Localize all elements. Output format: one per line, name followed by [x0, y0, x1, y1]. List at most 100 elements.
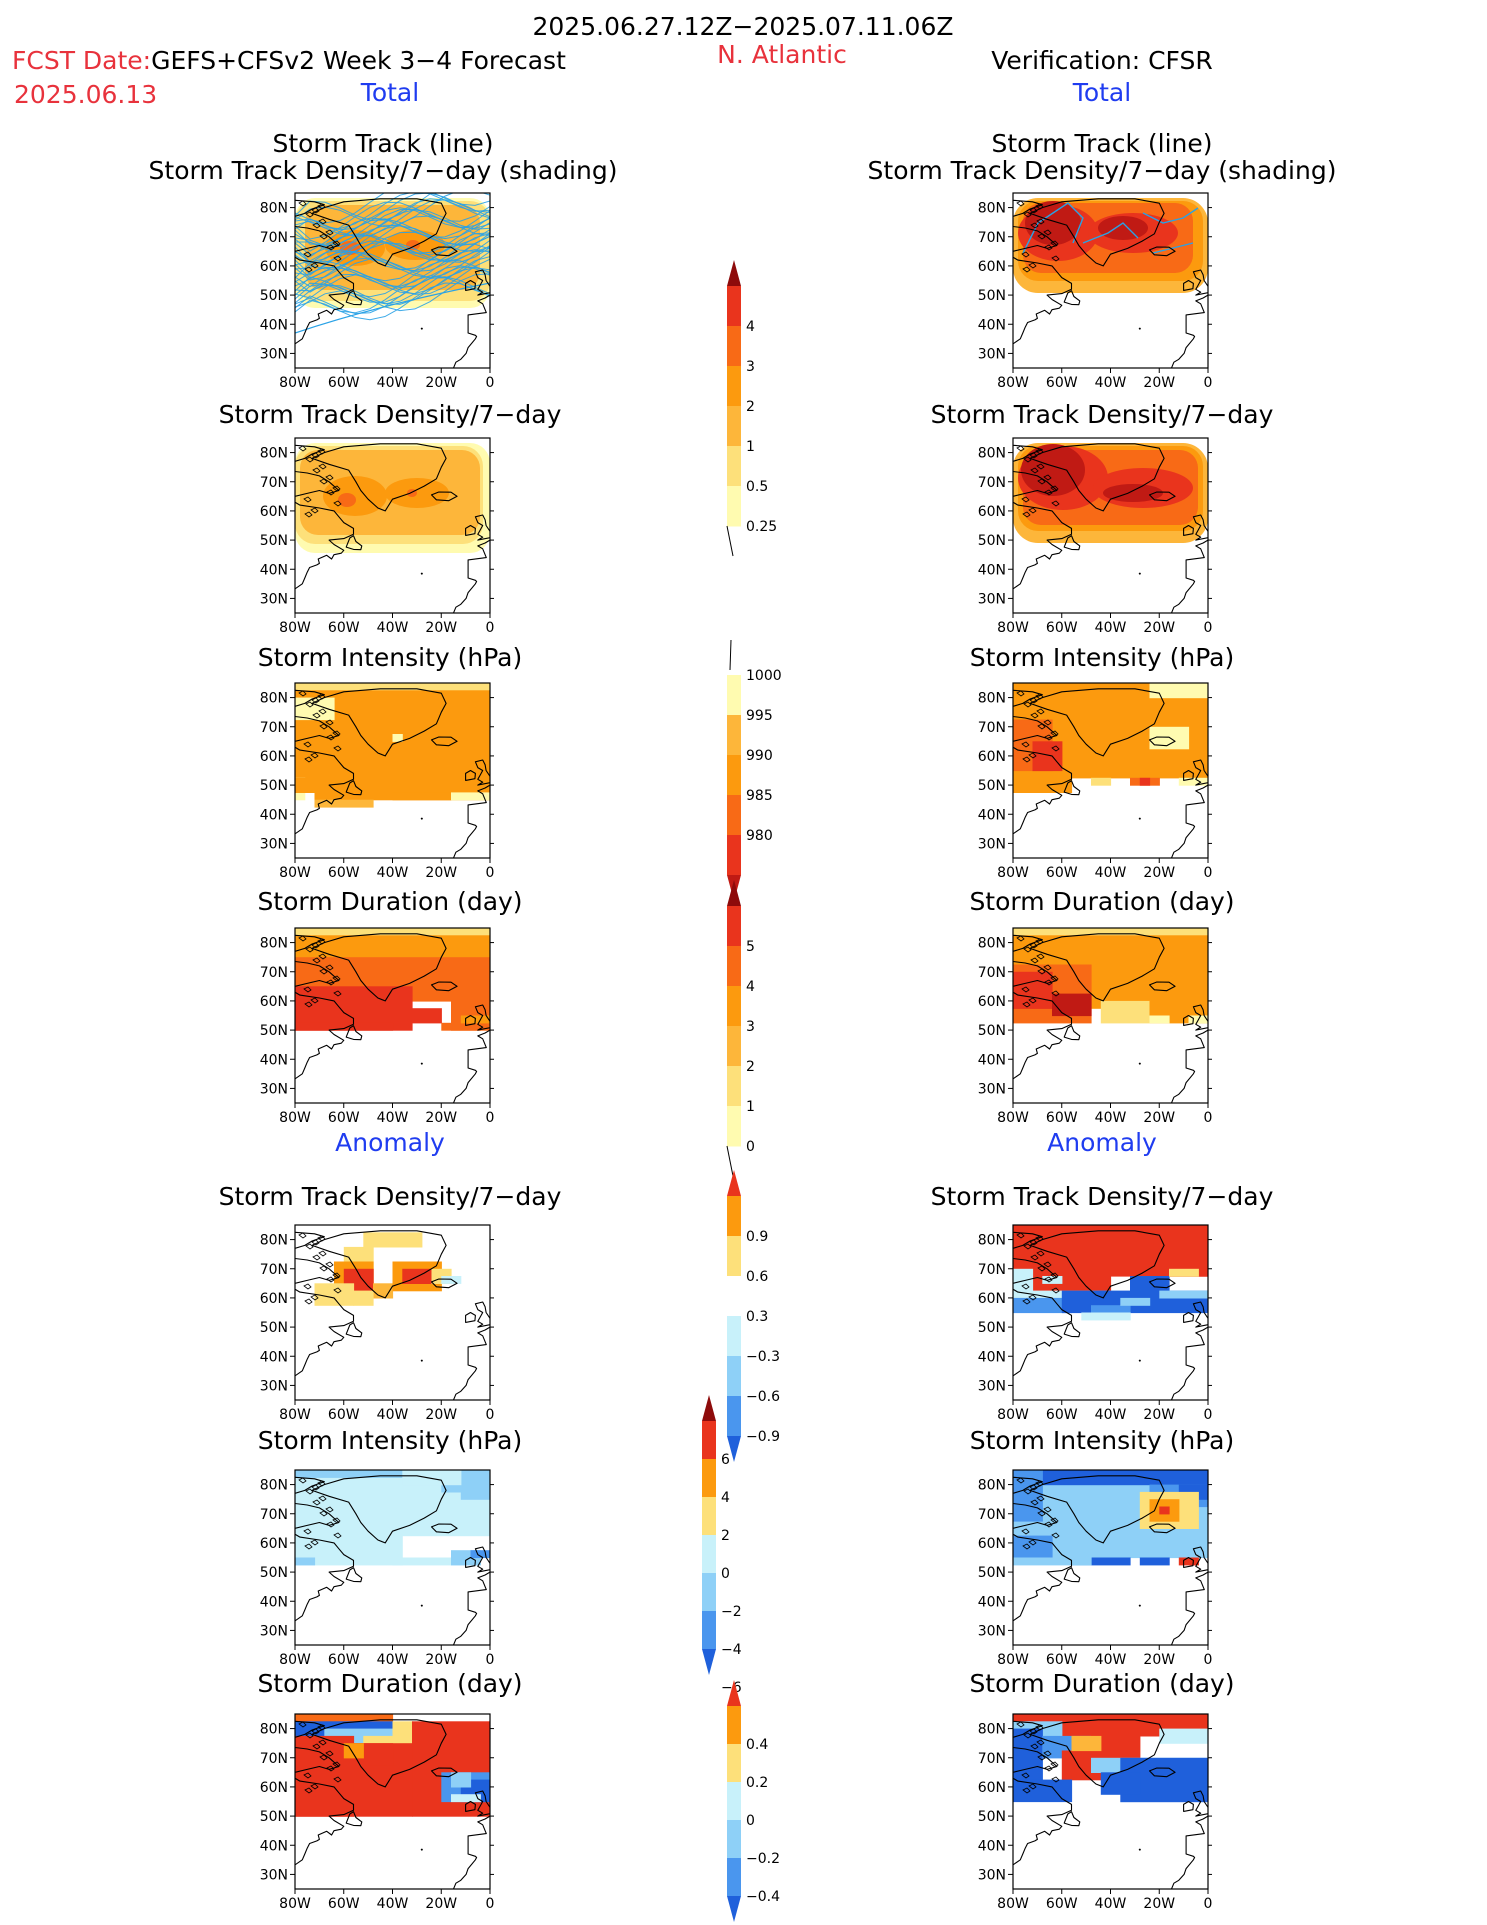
lat-tick-label: 30N	[260, 1867, 288, 1883]
verif-intensity-map: 80N 70N 60N 50N 40N 30N 80W 60W 40W 20W 0	[978, 682, 1212, 881]
lat-tick-label: 80N	[978, 691, 1006, 707]
lon-tick-label: 0	[486, 1896, 495, 1912]
lat-tick-label: 50N	[260, 1023, 288, 1039]
colorbar-label: 0.25	[746, 519, 777, 535]
forecast-header: FCST Date:GEFS+CFSv2 Week 3−4 Forecast	[12, 46, 566, 75]
lon-tick-label: 40W	[377, 620, 409, 636]
fcst-intensity-map: 80N 70N 60N 50N 40N 30N 80W 60W 40W 20W 0	[260, 682, 494, 881]
colorbar-label: 1	[746, 1099, 755, 1115]
lon-tick-label: 0	[486, 375, 495, 391]
lat-tick-label: 50N	[260, 533, 288, 549]
colorbar-label: 4	[746, 319, 755, 335]
lon-tick-label: 80W	[279, 1110, 311, 1126]
lon-tick-label: 40W	[1095, 1407, 1127, 1423]
lat-tick-label: 60N	[260, 994, 288, 1010]
lat-tick-label: 70N	[260, 230, 288, 246]
lat-tick-label: 40N	[978, 807, 1006, 823]
lon-tick-label: 40W	[377, 1407, 409, 1423]
lat-tick-label: 50N	[978, 1809, 1006, 1825]
lon-tick-label: 60W	[1046, 1896, 1078, 1912]
lon-tick-label: 40W	[1095, 375, 1127, 391]
fcst-anom-intensity-title: Storm Intensity (hPa)	[257, 1426, 523, 1455]
lon-tick-label: 40W	[1095, 1652, 1127, 1668]
fcst-intensity-title: Storm Intensity (hPa)	[257, 643, 523, 672]
lon-tick-label: 80W	[279, 1652, 311, 1668]
lat-tick-label: 60N	[978, 1291, 1006, 1307]
lat-tick-label: 70N	[260, 475, 288, 491]
colorbar-label: 0.3	[746, 1309, 768, 1325]
colorbar-label: 2	[746, 1059, 755, 1075]
lat-tick-label: 60N	[260, 1536, 288, 1552]
lon-tick-label: 40W	[1095, 620, 1127, 636]
colorbar-label: −0.3	[746, 1349, 780, 1365]
lon-tick-label: 40W	[377, 375, 409, 391]
forecast-total-label: Total	[360, 78, 420, 107]
lat-tick-label: 30N	[260, 1378, 288, 1394]
colorbar-label: 0	[721, 1566, 730, 1582]
lon-tick-label: 0	[486, 865, 495, 881]
lat-tick-label: 70N	[978, 965, 1006, 981]
lon-tick-label: 40W	[1095, 1110, 1127, 1126]
lon-tick-label: 20W	[1143, 1407, 1175, 1423]
lon-tick-label: 0	[1204, 1896, 1213, 1912]
lat-tick-label: 70N	[978, 1751, 1006, 1767]
fcst-track-line-title: Storm Track (line)	[272, 129, 494, 158]
lat-tick-label: 80N	[260, 1478, 288, 1494]
lat-tick-label: 50N	[978, 1023, 1006, 1039]
lon-tick-label: 40W	[377, 1110, 409, 1126]
lon-tick-label: 20W	[425, 865, 457, 881]
fcst-date: 2025.06.13	[14, 80, 158, 109]
fcst-date-label: FCST Date:	[12, 46, 152, 75]
lat-tick-label: 70N	[260, 1507, 288, 1523]
lat-tick-label: 60N	[260, 1780, 288, 1796]
verif-intensity-title: Storm Intensity (hPa)	[969, 643, 1235, 672]
lon-tick-label: 40W	[377, 1896, 409, 1912]
lat-tick-label: 40N	[260, 1349, 288, 1365]
lon-tick-label: 0	[1204, 375, 1213, 391]
colorbar-label: 0	[746, 1813, 755, 1829]
lon-tick-label: 20W	[1143, 865, 1175, 881]
lat-tick-label: 80N	[978, 1722, 1006, 1738]
lat-tick-label: 70N	[978, 1262, 1006, 1278]
lon-tick-label: 60W	[1046, 1652, 1078, 1668]
lon-tick-label: 0	[1204, 1652, 1213, 1668]
lat-tick-label: 30N	[978, 836, 1006, 852]
lon-tick-label: 20W	[425, 620, 457, 636]
fcst-anom-duration-title: Storm Duration (day)	[257, 1669, 523, 1698]
lon-tick-label: 0	[1204, 1110, 1213, 1126]
lon-tick-label: 80W	[997, 1896, 1029, 1912]
colorbar-label: 0.9	[746, 1229, 768, 1245]
lon-tick-label: 80W	[997, 1110, 1029, 1126]
lat-tick-label: 30N	[978, 1867, 1006, 1883]
colorbar-label: −0.2	[746, 1851, 780, 1867]
duration-anomaly-colorbar: 0.4 0.2 0 −0.2 −0.4	[727, 1680, 780, 1922]
verif-density-map: 80N 70N 60N 50N 40N 30N 80W 60W 40W 20W 0	[978, 437, 1212, 636]
lon-tick-label: 60W	[328, 375, 360, 391]
lat-tick-label: 80N	[260, 446, 288, 462]
lon-tick-label: 40W	[377, 1652, 409, 1668]
fcst-anom-density-title: Storm Track Density/7−day	[218, 1182, 562, 1211]
lat-tick-label: 60N	[978, 259, 1006, 275]
colorbar-label: 0.5	[746, 479, 768, 495]
lon-tick-label: 40W	[377, 865, 409, 881]
lat-tick-label: 80N	[978, 446, 1006, 462]
lat-tick-label: 40N	[978, 1838, 1006, 1854]
lon-tick-label: 80W	[997, 375, 1029, 391]
lon-tick-label: 20W	[1143, 375, 1175, 391]
colorbar-label: −2	[721, 1604, 742, 1620]
lon-tick-label: 60W	[1046, 375, 1078, 391]
verif-track-line-title: Storm Track (line)	[991, 129, 1213, 158]
lat-tick-label: 80N	[260, 1722, 288, 1738]
colorbar-label: 990	[746, 748, 773, 764]
colorbar-label: 0.2	[746, 1775, 768, 1791]
lat-tick-label: 40N	[978, 562, 1006, 578]
colorbar-label: 995	[746, 708, 773, 724]
lon-tick-label: 20W	[425, 1110, 457, 1126]
colorbar-label: 980	[746, 828, 773, 844]
period-title: 2025.06.27.12Z−2025.07.11.06Z	[532, 12, 954, 41]
lat-tick-label: 30N	[260, 836, 288, 852]
lon-tick-label: 20W	[1143, 620, 1175, 636]
lon-tick-label: 60W	[1046, 1407, 1078, 1423]
verif-density-title: Storm Track Density/7−day	[930, 400, 1274, 429]
fcst-track-title: Storm Track (line) Storm Track Density/7…	[149, 130, 618, 184]
